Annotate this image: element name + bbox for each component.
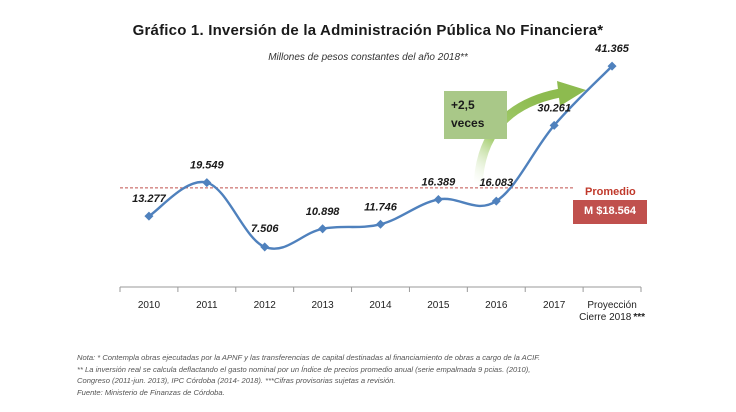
data-label: 19.549 bbox=[190, 160, 225, 172]
footnote-line: Fuente: Ministerio de Finanzas de Córdob… bbox=[77, 387, 225, 397]
data-point-marker bbox=[260, 242, 270, 252]
x-tick-label: 2014 bbox=[369, 300, 392, 311]
callout-line2: veces bbox=[451, 116, 485, 130]
data-point-marker bbox=[202, 178, 212, 188]
data-point-marker bbox=[318, 224, 328, 234]
growth-callout: +2,5 veces bbox=[444, 91, 507, 139]
data-label: 7.506 bbox=[251, 223, 279, 235]
data-label: 30.261 bbox=[537, 102, 571, 114]
x-tick-label: 2011 bbox=[196, 300, 218, 311]
x-tick-label: 2010 bbox=[138, 300, 161, 311]
x-tick-label: 2016 bbox=[485, 300, 508, 311]
data-label: 16.083 bbox=[479, 177, 513, 189]
data-point-marker bbox=[144, 211, 154, 221]
data-label: 16.389 bbox=[422, 176, 457, 188]
x-tick-label: 2013 bbox=[311, 300, 334, 311]
footnotes: Nota: * Contempla obras ejecutadas por l… bbox=[77, 352, 717, 398]
footnote-line: ** La inversión real se calcula deflacta… bbox=[77, 364, 531, 374]
data-label: 41.365 bbox=[594, 43, 630, 55]
footnote-line: Congreso (2011-jun. 2013), IPC Córdoba (… bbox=[77, 376, 396, 386]
x-tick-label: Proyección Cierre 2018 *** bbox=[579, 300, 645, 323]
data-point-marker bbox=[433, 194, 443, 205]
x-tick-label: 2012 bbox=[254, 300, 277, 311]
average-value-badge: M $18.564 bbox=[573, 200, 647, 224]
chart-title: Gráfico 1. Inversión de la Administració… bbox=[132, 22, 604, 39]
data-label: 13.277 bbox=[132, 193, 167, 205]
data-point-marker bbox=[491, 196, 501, 206]
chart-subtitle: Millones de pesos constantes del año 201… bbox=[268, 52, 468, 63]
callout-line1: +2,5 bbox=[451, 98, 475, 112]
data-point-marker bbox=[375, 219, 386, 229]
footnote-line: Nota: * Contempla obras ejecutadas por l… bbox=[77, 353, 541, 362]
average-label: Promedio bbox=[585, 186, 636, 198]
x-tick-label: 2017 bbox=[543, 300, 566, 311]
data-label: 10.898 bbox=[306, 206, 341, 218]
x-tick-label: 2015 bbox=[427, 300, 450, 311]
data-label: 11.746 bbox=[364, 201, 398, 213]
